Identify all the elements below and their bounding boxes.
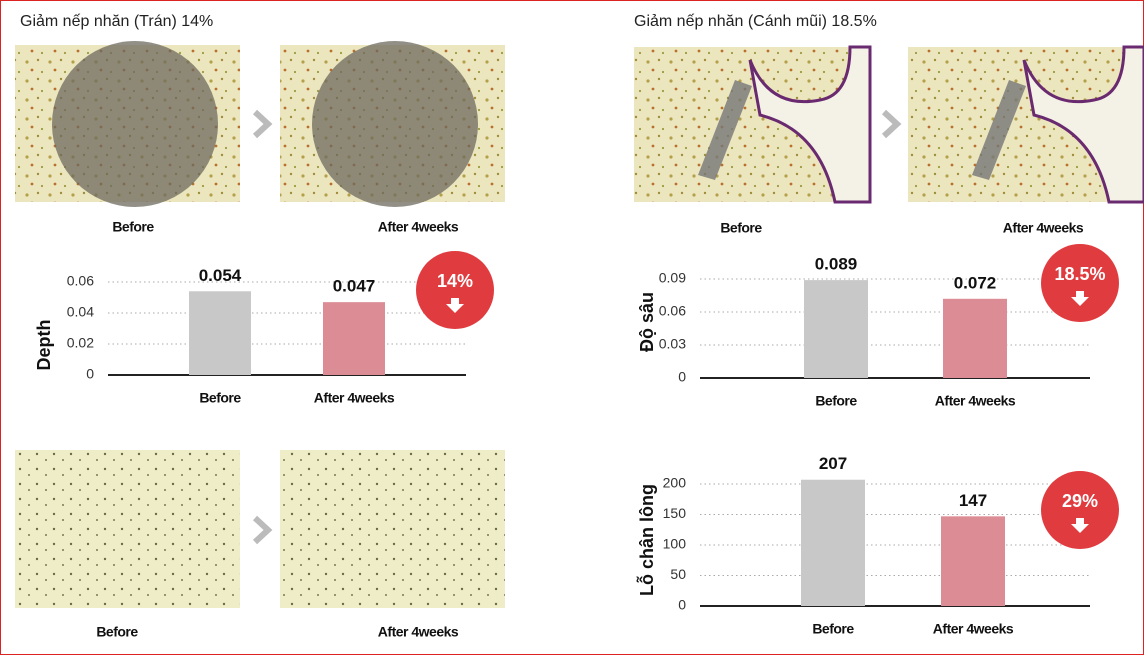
y-tick-label: 150 (663, 505, 687, 521)
bar (943, 298, 1007, 378)
value-label: 0.072 (954, 273, 997, 292)
arrow-icon (252, 109, 273, 139)
bar (323, 302, 385, 375)
y-tick-label: 0.06 (659, 303, 686, 319)
arrow-icon (252, 515, 273, 545)
x-tick-label: Before (812, 621, 854, 637)
section-title: Giảm nếp nhăn (Trán) 14% (20, 13, 213, 30)
y-tick-label: 100 (663, 536, 687, 552)
badge-label: 29% (1062, 491, 1098, 511)
y-tick-label: 0 (678, 597, 686, 613)
photo-caption: Before (720, 220, 762, 236)
photo (280, 41, 505, 207)
photo-caption: After 4weeks (1003, 220, 1084, 236)
bar (804, 280, 868, 378)
badge (1041, 244, 1119, 322)
x-tick-label: Before (199, 390, 241, 406)
photo-caption: After 4weeks (378, 624, 459, 640)
photo-caption: After 4weeks (378, 219, 459, 235)
bar (941, 516, 1005, 606)
x-tick-label: Before (815, 393, 857, 409)
y-tick-label: 0.09 (659, 270, 686, 286)
photo (908, 45, 1144, 204)
x-tick-label: After 4weeks (935, 393, 1016, 409)
value-label: 0.054 (199, 266, 242, 285)
y-tick-label: 0 (86, 366, 94, 382)
y-axis-label: Lỗ chân lông (636, 484, 657, 596)
arrow-icon (881, 109, 902, 139)
photo (15, 41, 240, 207)
x-tick-label: After 4weeks (933, 621, 1014, 637)
down-arrow (1071, 518, 1089, 533)
y-tick-label: 50 (670, 566, 686, 582)
photo-caption: Before (112, 219, 154, 235)
photo (280, 450, 505, 608)
y-axis-label: Depth (34, 320, 54, 371)
badge (1041, 471, 1119, 549)
y-tick-label: 0.06 (67, 273, 94, 289)
photo (634, 45, 872, 204)
y-tick-label: 0 (678, 369, 686, 385)
value-label: 0.089 (815, 255, 858, 274)
down-arrow (1071, 291, 1089, 306)
value-label: 207 (819, 454, 847, 473)
badge-label: 14% (437, 271, 473, 291)
section-title: Giảm nếp nhăn (Cánh mũi) 18.5% (634, 13, 877, 30)
value-label: 147 (959, 491, 987, 510)
y-axis-label: Độ sâu (637, 292, 657, 352)
down-arrow (446, 298, 464, 313)
bar (189, 291, 251, 375)
y-tick-label: 200 (663, 475, 687, 491)
y-tick-label: 0.02 (67, 335, 94, 351)
y-tick-label: 0.04 (67, 304, 94, 320)
bar (801, 479, 865, 606)
badge (416, 251, 494, 329)
photo-caption: Before (96, 624, 138, 640)
photo (15, 450, 240, 608)
x-tick-label: After 4weeks (314, 390, 395, 406)
badge-label: 18.5% (1054, 264, 1105, 284)
y-tick-label: 0.03 (659, 336, 686, 352)
value-label: 0.047 (333, 277, 376, 296)
